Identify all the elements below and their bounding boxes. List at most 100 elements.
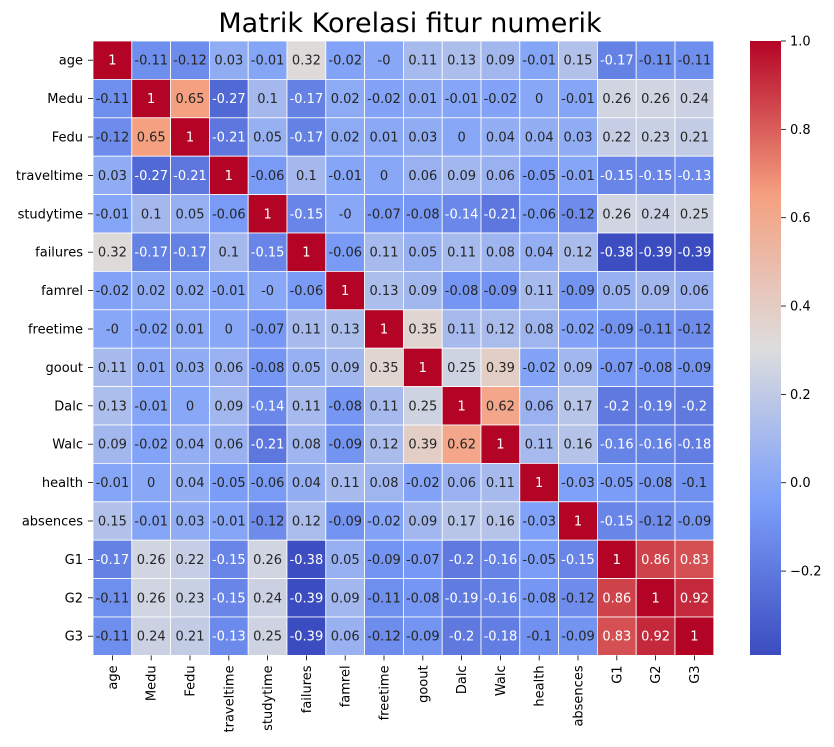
cell-value-label: -0.2 [449,630,474,645]
heatmap-cell [402,270,443,311]
cell-value-label: 0.39 [408,438,437,453]
heatmap-cell [441,194,482,234]
cell-value-label: -0.2 [449,553,474,568]
cell-value-label: -0.01 [212,284,246,299]
x-tick-label: famrel [339,665,354,707]
heatmap-cell [519,462,559,503]
cell-value-label: 0.15 [564,54,593,69]
cell-value-label: 0.01 [137,361,166,376]
cell-value-label: 0.83 [680,553,709,568]
heatmap-cell [635,501,676,541]
y-tick-label: Walc [52,438,83,453]
x-tick-label: studytime [261,665,276,730]
cell-value-label: 0.86 [641,553,670,568]
heatmap-cell [325,232,365,272]
cell-value-label: 0.11 [98,361,127,376]
heatmap-cell [480,155,521,195]
heatmap-cell [92,155,133,195]
heatmap-cell [558,79,598,119]
x-tick-label: goout [416,665,431,703]
cell-value-label: 0.65 [176,92,205,107]
cell-value-label: -0.15 [639,169,673,184]
cell-value-label: -0.39 [678,246,712,261]
cell-value-label: -0.19 [639,399,673,414]
cell-value-label: -0.16 [600,438,634,453]
cell-value-label: -0.21 [251,438,285,453]
heatmap-cell [558,194,598,234]
heatmap-cell [170,232,210,272]
cell-value-label: -0.27 [212,92,246,107]
cell-value-label: -0.13 [678,169,712,184]
cell-value-label: 0.26 [137,553,166,568]
cell-value-label: 1 [651,591,659,606]
cell-value-label: 0.11 [525,284,554,299]
cell-value-label: -0.17 [290,92,324,107]
heatmap-cell [92,501,133,541]
heatmap-cell [480,232,521,272]
cell-value-label: 0.09 [564,361,593,376]
heatmap-cell [674,270,715,311]
heatmap-cell [480,309,521,349]
heatmap-cell [364,194,404,234]
cell-value-label: 0 [225,323,233,338]
cell-value-label: 0.35 [408,323,437,338]
x-tick-label: Walc [494,665,509,696]
heatmap-cell [247,79,288,119]
cell-value-label: 0.1 [257,92,278,107]
cell-value-label: 0.04 [176,476,205,491]
heatmap-cell [441,40,482,80]
cell-value-label: -0.17 [96,553,130,568]
x-tick-label: traveltime [222,665,237,732]
cell-value-label: -0.17 [290,131,324,146]
cell-value-label: -0.08 [639,476,673,491]
cell-value-label: 0.1 [141,207,162,222]
cell-value-label: 0.08 [292,438,321,453]
cell-value-label: -0.01 [96,476,130,491]
cell-value-label: 0.09 [486,54,515,69]
heatmap-cell [674,347,715,388]
heatmap-cell [286,40,327,80]
cell-value-label: 0.11 [292,323,321,338]
cell-value-label: 0.39 [486,361,515,376]
heatmap-cell [402,309,443,349]
cell-value-label: -0.15 [600,515,634,530]
cell-value-label: -0.27 [134,169,168,184]
cell-value-label: 0.11 [370,246,399,261]
cell-value-label: -0.39 [639,246,673,261]
heatmap-cell [558,424,598,464]
heatmap-cell [208,194,249,234]
cell-value-label: -0.06 [251,169,285,184]
cell-value-label: 0.05 [292,361,321,376]
cell-value-label: -0.39 [290,591,324,606]
cell-value-label: 0.16 [486,515,515,530]
cell-value-label: -0.15 [290,207,324,222]
cell-value-label: -0.09 [328,515,362,530]
heatmap-cell [597,194,637,234]
heatmap-cell [597,501,637,541]
cell-value-label: -0.21 [484,207,518,222]
heatmap-cell [597,270,637,311]
cell-value-label: 0.04 [486,131,515,146]
heatmap-cell [364,539,404,580]
cell-value-label: 0.03 [214,54,243,69]
heatmap-cell [441,616,482,656]
heatmap-cell [208,347,249,388]
cell-value-label: 0.23 [641,131,670,146]
cell-value-label: 0.26 [253,553,282,568]
heatmap-cell [325,117,365,157]
cell-value-label: 1 [613,553,621,568]
heatmap-cell [519,386,559,426]
heatmap-cell [131,539,172,580]
y-tick-label: traveltime [16,169,83,184]
heatmap-cell [170,462,210,503]
heatmap-cell [558,117,598,157]
cell-value-label: 0.04 [292,476,321,491]
heatmap-cell [597,40,637,80]
heatmap-cell [480,194,521,234]
heatmap-cell [480,270,521,311]
heatmap-cell [92,347,133,388]
heatmap-cell [674,117,715,157]
heatmap-cell [131,232,172,272]
cell-value-label: -0.11 [134,54,168,69]
cell-value-label: 0.25 [253,630,282,645]
